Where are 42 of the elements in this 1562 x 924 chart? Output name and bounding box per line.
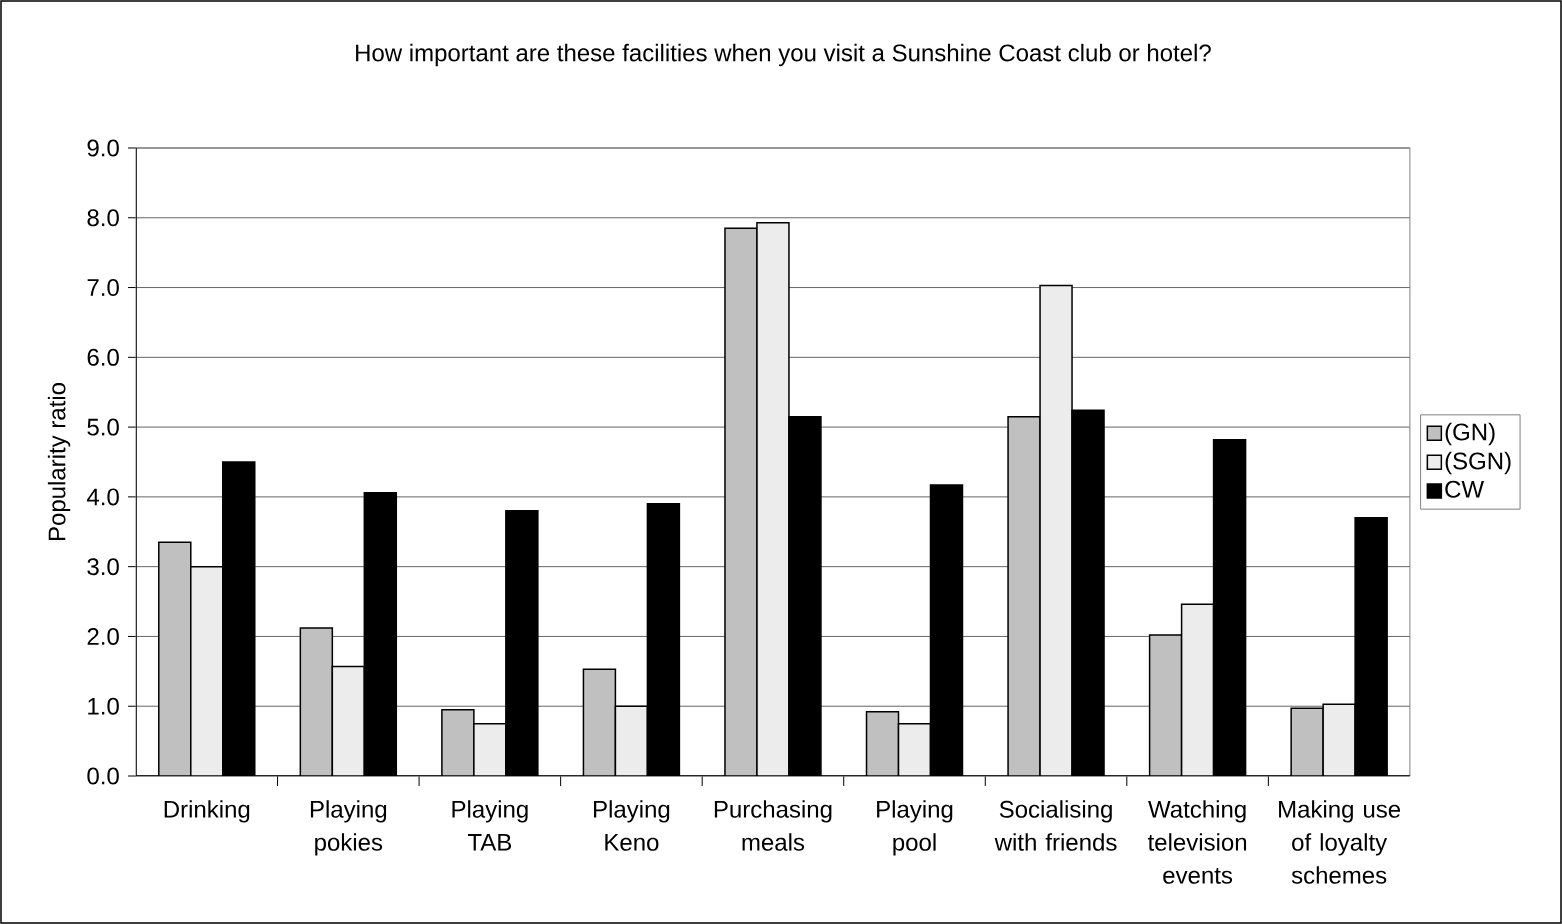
bar [332, 666, 365, 776]
y-tick-label: 1.0 [88, 697, 119, 715]
bar [1322, 703, 1356, 776]
x-tick-label: Socialising with friends [994, 800, 1117, 851]
x-tick-label: Purchasing meals [714, 800, 832, 851]
bar [300, 628, 333, 776]
bar [583, 669, 616, 776]
x-tick-label: Playing pokies [310, 800, 387, 856]
x-tick-label: Making use of loyalty schemes [1279, 800, 1401, 884]
x-tick-label: Drinking [164, 800, 250, 823]
x-tick-label: Playing pool [877, 800, 953, 856]
legend-label: (SGN) [1445, 451, 1511, 475]
bar [898, 723, 931, 776]
bar [441, 709, 474, 776]
y-tick-label: 2.0 [87, 627, 119, 645]
chart-title: How important are these facilities when you visit a Sunshine Coast club or hotel? [356, 43, 1211, 67]
x-tick-label: Watching television events [1147, 800, 1247, 884]
legend-label: (GN) [1445, 422, 1495, 446]
bar [1040, 285, 1073, 776]
y-tick-label: 6.0 [87, 348, 119, 366]
y-axis-title: Popularity ratio [47, 383, 71, 541]
bar [158, 542, 191, 776]
bar [756, 222, 789, 776]
y-tick-label: 5.0 [87, 418, 119, 436]
x-tick-label: Playing TAB [452, 800, 528, 851]
legend-label: CW [1445, 480, 1484, 498]
bar [1181, 604, 1214, 776]
bar [615, 706, 648, 776]
x-tick-label: Playing Keno [594, 800, 670, 851]
y-tick-label: 3.0 [87, 558, 119, 576]
bar [1290, 707, 1324, 776]
bar [724, 228, 757, 776]
y-tick-label: 0.0 [87, 767, 119, 785]
bar [190, 566, 223, 776]
bar [1008, 416, 1041, 776]
bar [1149, 635, 1182, 776]
y-tick-label: 4.0 [86, 488, 119, 506]
bar [473, 723, 506, 776]
y-tick-label: 9.0 [87, 139, 119, 157]
y-tick-label: 7.0 [87, 279, 119, 297]
bar [866, 711, 899, 776]
y-tick-label: 8.0 [87, 209, 119, 227]
